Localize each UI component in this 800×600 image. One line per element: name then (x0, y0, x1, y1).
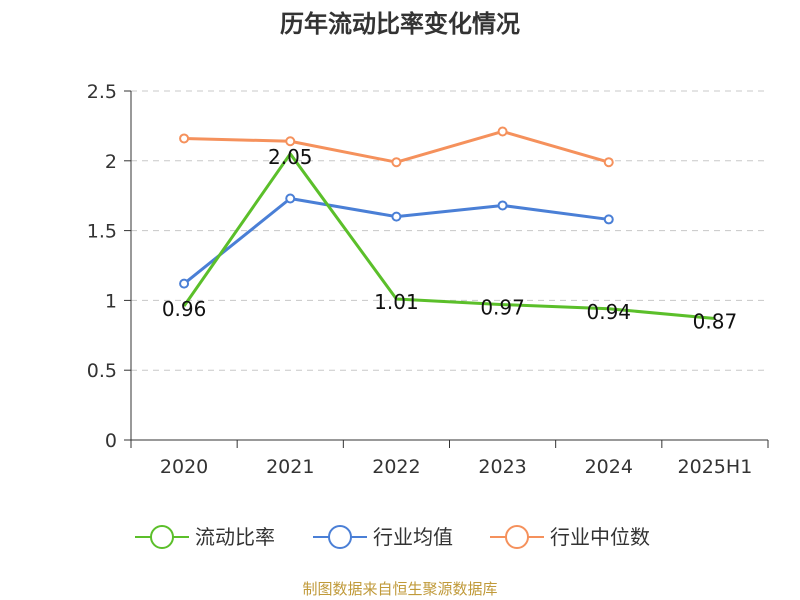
data-label: 0.97 (480, 296, 525, 320)
series-2 (179, 126, 614, 168)
legend-label: 流动比率 (195, 525, 275, 549)
data-point (179, 133, 190, 144)
grid-lines (131, 90, 768, 371)
x-tick-label: 2023 (478, 456, 526, 478)
data-point (603, 214, 614, 225)
chart-title: 历年流动比率变化情况 (280, 10, 520, 38)
y-tick-label: 1 (105, 290, 117, 312)
data-labels: 0.96 2.05 1.01 0.97 0.94 0.87 (162, 145, 737, 334)
x-tick-label: 2025H1 (678, 456, 753, 478)
data-label: 1.01 (374, 290, 419, 314)
series-group: 0.96 2.05 1.01 0.97 0.94 0.87 (162, 126, 737, 334)
data-point (497, 126, 508, 137)
x-tick-label: 2021 (266, 456, 314, 478)
legend-item: 流动比率 (135, 525, 275, 549)
series-0 (182, 152, 716, 321)
y-tick-label: 0 (105, 430, 117, 452)
series-line (183, 196, 609, 285)
data-label: 0.94 (586, 300, 631, 324)
data-point (603, 157, 614, 168)
legend-item: 行业均值 (313, 525, 453, 549)
x-tick-label: 2024 (585, 456, 633, 478)
x-tick-label: 2022 (372, 456, 420, 478)
data-label: 2.05 (268, 145, 313, 169)
series-1 (179, 193, 614, 289)
data-point (285, 193, 296, 204)
legend-item: 行业中位数 (490, 525, 650, 549)
data-label: 0.96 (162, 297, 207, 321)
legend-marker (150, 525, 174, 549)
data-point (285, 136, 296, 147)
series-line (182, 152, 716, 321)
legend-marker (505, 525, 529, 549)
data-point (391, 211, 402, 222)
y-tick-label: 1.5 (87, 221, 117, 243)
y-tick-label: 2 (105, 151, 117, 173)
y-tick-label: 2.5 (87, 81, 117, 103)
data-point (391, 157, 402, 168)
data-label: 0.87 (693, 310, 738, 334)
data-point (179, 278, 190, 289)
legend-marker (328, 525, 352, 549)
data-point (497, 200, 508, 211)
y-tick-label: 0.5 (87, 360, 117, 382)
legend-label: 行业均值 (373, 525, 453, 549)
x-tick-label: 2020 (160, 456, 208, 478)
axes: 0 0.5 1 1.5 2 2.5 2020 2021 2022 2023 2024 2025H1 (87, 81, 769, 478)
legend: 流动比率 行业均值 行业中位数 (135, 525, 650, 549)
legend-label: 行业中位数 (550, 525, 650, 549)
source-note: 制图数据来自恒生聚源数据库 (302, 580, 497, 598)
